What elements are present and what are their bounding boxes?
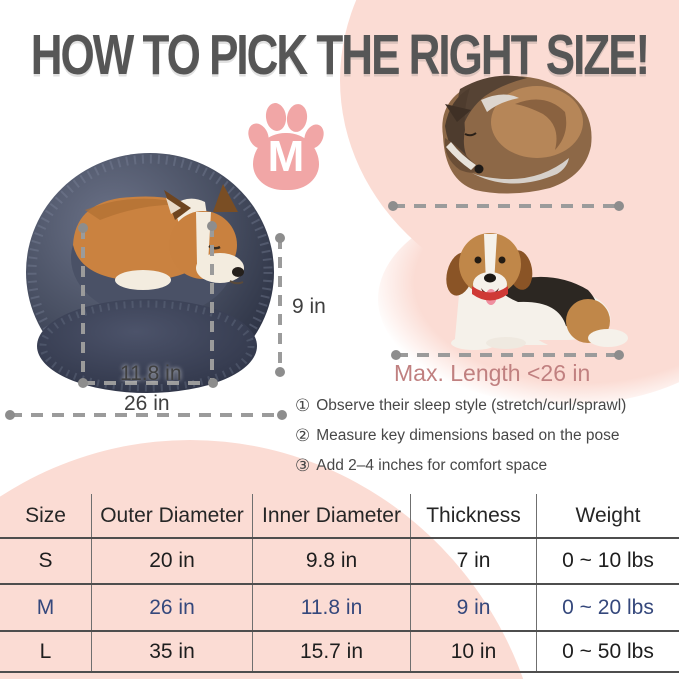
paw-toe-icon	[285, 102, 309, 134]
cell-size: L	[0, 632, 92, 671]
size-table-header-row: Size Outer Diameter Inner Diameter Thick…	[0, 494, 679, 539]
step-item-3: ③ Add 2–4 inches for comfort space	[295, 451, 626, 481]
header-inner-diameter: Inner Diameter	[253, 494, 411, 537]
step-2-text: Measure key dimensions based on the pose	[316, 427, 620, 444]
cell-weight: 0 ~ 20 lbs	[562, 595, 654, 619]
curled-sleeping-dog-photo	[442, 75, 592, 194]
outer-diameter-dimension-line	[5, 410, 287, 420]
cell-outer-diameter: 20 in	[92, 539, 253, 583]
cell-thickness: 10 in	[411, 632, 537, 671]
cell-size: S	[0, 539, 92, 583]
sizing-steps-list: ① Observe their sleep style (stretch/cur…	[295, 391, 626, 481]
cell-outer-diameter: 35 in	[92, 632, 253, 671]
cell-thickness: 9 in	[411, 585, 537, 630]
header-thickness: Thickness	[411, 494, 537, 537]
header-size: Size	[0, 494, 92, 537]
header-outer-diameter: Outer Diameter	[92, 494, 253, 537]
step-1-number-icon: ①	[295, 396, 311, 415]
cell-weight: 0 ~ 50 lbs	[562, 639, 654, 663]
cell-inner-diameter: 11.8 in	[253, 585, 411, 630]
cell-inner-diameter: 9.8 in	[253, 539, 411, 583]
cell-outer-diameter: 26 in	[92, 585, 253, 630]
inner-diameter-left-line	[78, 223, 88, 383]
cell-weight: 0 ~ 10 lbs	[562, 549, 654, 572]
size-table: Size Outer Diameter Inner Diameter Thick…	[0, 494, 679, 673]
paw-size-letter: M	[267, 132, 305, 181]
curl-length-dimension-line	[388, 201, 624, 211]
sprawled-beagle-photo	[446, 233, 628, 350]
step-item-1: ① Observe their sleep style (stretch/cur…	[295, 391, 626, 421]
table-row-size-s: S 20 in 9.8 in 7 in 0 ~ 10 lbs	[0, 539, 679, 585]
step-3-number-icon: ③	[295, 456, 311, 475]
header-weight: Weight	[575, 503, 641, 527]
outer-diameter-label: 26 in	[124, 392, 170, 415]
paw-size-badge: M	[244, 101, 328, 190]
inner-diameter-base-line	[78, 378, 218, 388]
dog-in-donut-bed-photo	[26, 153, 274, 393]
page-title: HOW TO PICK THE RIGHT SIZE!	[30, 24, 650, 87]
inner-diameter-right-line	[207, 221, 217, 383]
paw-toe-icon	[264, 101, 288, 133]
table-row-size-m-highlighted: M 26 in 11.8 in 9 in 0 ~ 20 lbs	[0, 585, 679, 632]
bed-height-label: 9 in	[292, 295, 326, 318]
step-2-number-icon: ②	[295, 426, 311, 445]
paw-pad-icon	[253, 133, 319, 190]
inner-diameter-label: 11.8 in	[120, 362, 182, 385]
table-row-size-l: L 35 in 15.7 in 10 in 0 ~ 50 lbs	[0, 632, 679, 673]
cell-inner-diameter: 15.7 in	[253, 632, 411, 671]
cell-size: M	[0, 585, 92, 630]
bed-height-dimension-line	[275, 233, 285, 377]
cell-thickness: 7 in	[411, 539, 537, 583]
max-length-label: Max. Length <26 in	[394, 360, 591, 386]
step-item-2: ② Measure key dimensions based on the po…	[295, 421, 626, 451]
step-3-text: Add 2–4 inches for comfort space	[316, 457, 548, 474]
max-length-dimension-line	[391, 350, 624, 360]
step-1-text: Observe their sleep style (stretch/curl/…	[316, 397, 627, 414]
